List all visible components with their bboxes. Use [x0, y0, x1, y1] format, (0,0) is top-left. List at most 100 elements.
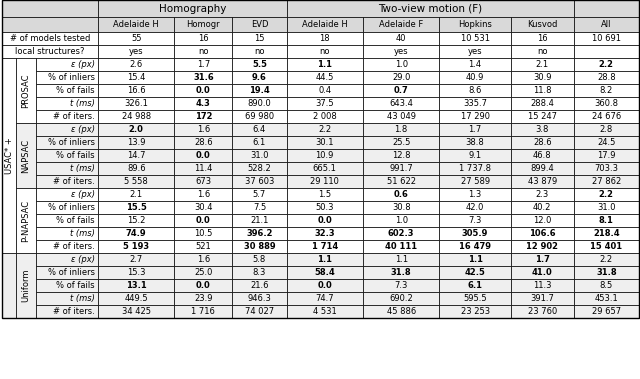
Text: 5.7: 5.7 [253, 190, 266, 199]
Text: 703.3: 703.3 [595, 164, 618, 173]
Text: 2.7: 2.7 [129, 255, 143, 264]
Text: 12 902: 12 902 [526, 242, 558, 251]
Bar [511, 32, 573, 45]
Bar [16, 58, 36, 123]
Text: 37 603: 37 603 [244, 177, 274, 186]
Text: ε (px): ε (px) [71, 190, 95, 199]
Text: 1.6: 1.6 [196, 255, 210, 264]
Text: 1 737.8: 1 737.8 [459, 164, 491, 173]
Text: t (ms): t (ms) [70, 294, 95, 303]
Bar [175, 110, 232, 123]
Bar [98, 227, 175, 240]
Text: 1.7: 1.7 [535, 255, 550, 264]
Text: 2.8: 2.8 [600, 125, 613, 134]
Text: 899.4: 899.4 [531, 164, 554, 173]
Text: 7.3: 7.3 [468, 216, 482, 225]
Bar [439, 149, 511, 162]
Text: 30.4: 30.4 [194, 203, 212, 212]
Bar [363, 214, 439, 227]
Text: 16: 16 [198, 34, 209, 43]
Bar [232, 149, 287, 162]
Text: 1.7: 1.7 [468, 125, 482, 134]
Bar [287, 32, 363, 45]
Text: # of iters.: # of iters. [53, 112, 95, 121]
Bar [511, 162, 573, 175]
Text: yes: yes [129, 47, 143, 56]
Bar [439, 227, 511, 240]
Text: 0.7: 0.7 [394, 86, 408, 95]
Text: 4 531: 4 531 [313, 307, 337, 316]
Text: PROSAC: PROSAC [22, 73, 31, 108]
Text: 15 247: 15 247 [528, 112, 557, 121]
Bar [439, 266, 511, 279]
Bar [232, 201, 287, 214]
Text: Adelaide F: Adelaide F [379, 20, 423, 29]
Bar [175, 17, 232, 32]
Bar [287, 149, 363, 162]
Bar [287, 58, 363, 71]
Bar [439, 136, 511, 149]
Bar [439, 279, 511, 292]
Bar [287, 253, 363, 266]
Text: 0.0: 0.0 [317, 216, 332, 225]
Text: % of inliers: % of inliers [48, 203, 95, 212]
Text: 23.9: 23.9 [194, 294, 212, 303]
Text: 2 008: 2 008 [313, 112, 337, 121]
Text: 1.7: 1.7 [196, 60, 210, 69]
Bar [98, 71, 175, 84]
Text: 24 676: 24 676 [592, 112, 621, 121]
Text: 5 193: 5 193 [123, 242, 149, 251]
Text: # of models tested: # of models tested [10, 34, 90, 43]
Bar [363, 136, 439, 149]
Bar [98, 84, 175, 97]
Bar [439, 201, 511, 214]
Bar [232, 110, 287, 123]
Bar [439, 305, 511, 318]
Bar [36, 227, 98, 240]
Text: 8.5: 8.5 [600, 281, 613, 290]
Text: 360.8: 360.8 [595, 99, 618, 108]
Bar [175, 162, 232, 175]
Bar [439, 45, 511, 58]
Bar [287, 240, 363, 253]
Bar [511, 292, 573, 305]
Bar [175, 97, 232, 110]
Text: 521: 521 [195, 242, 211, 251]
Bar [363, 123, 439, 136]
Bar [363, 58, 439, 71]
Bar [511, 305, 573, 318]
Text: 58.4: 58.4 [314, 268, 335, 277]
Text: 16.6: 16.6 [127, 86, 145, 95]
Bar [175, 123, 232, 136]
Text: 28.6: 28.6 [533, 138, 552, 147]
Text: 595.5: 595.5 [463, 294, 487, 303]
Bar [573, 110, 639, 123]
Bar [36, 279, 98, 292]
Bar [287, 97, 363, 110]
Bar [573, 227, 639, 240]
Bar [2, 253, 16, 318]
Bar [439, 292, 511, 305]
Text: 44.5: 44.5 [316, 73, 334, 82]
Bar [573, 17, 639, 32]
Bar [511, 279, 573, 292]
Text: 13.1: 13.1 [126, 281, 147, 290]
Text: 46.8: 46.8 [533, 151, 552, 160]
Bar [36, 292, 98, 305]
Text: 15 401: 15 401 [590, 242, 623, 251]
Text: 16 479: 16 479 [459, 242, 491, 251]
Bar [511, 71, 573, 84]
Text: 2.0: 2.0 [129, 125, 143, 134]
Bar [175, 292, 232, 305]
Text: 17.9: 17.9 [597, 151, 616, 160]
Text: 0.6: 0.6 [394, 190, 408, 199]
Text: 40.2: 40.2 [533, 203, 552, 212]
Bar [439, 214, 511, 227]
Bar [36, 110, 98, 123]
Text: Two-view motion (F): Two-view motion (F) [378, 3, 482, 14]
Text: 9.6: 9.6 [252, 73, 267, 82]
Text: 10.5: 10.5 [194, 229, 212, 238]
Text: 1.1: 1.1 [317, 255, 332, 264]
Bar [511, 266, 573, 279]
Text: 0.4: 0.4 [318, 86, 332, 95]
